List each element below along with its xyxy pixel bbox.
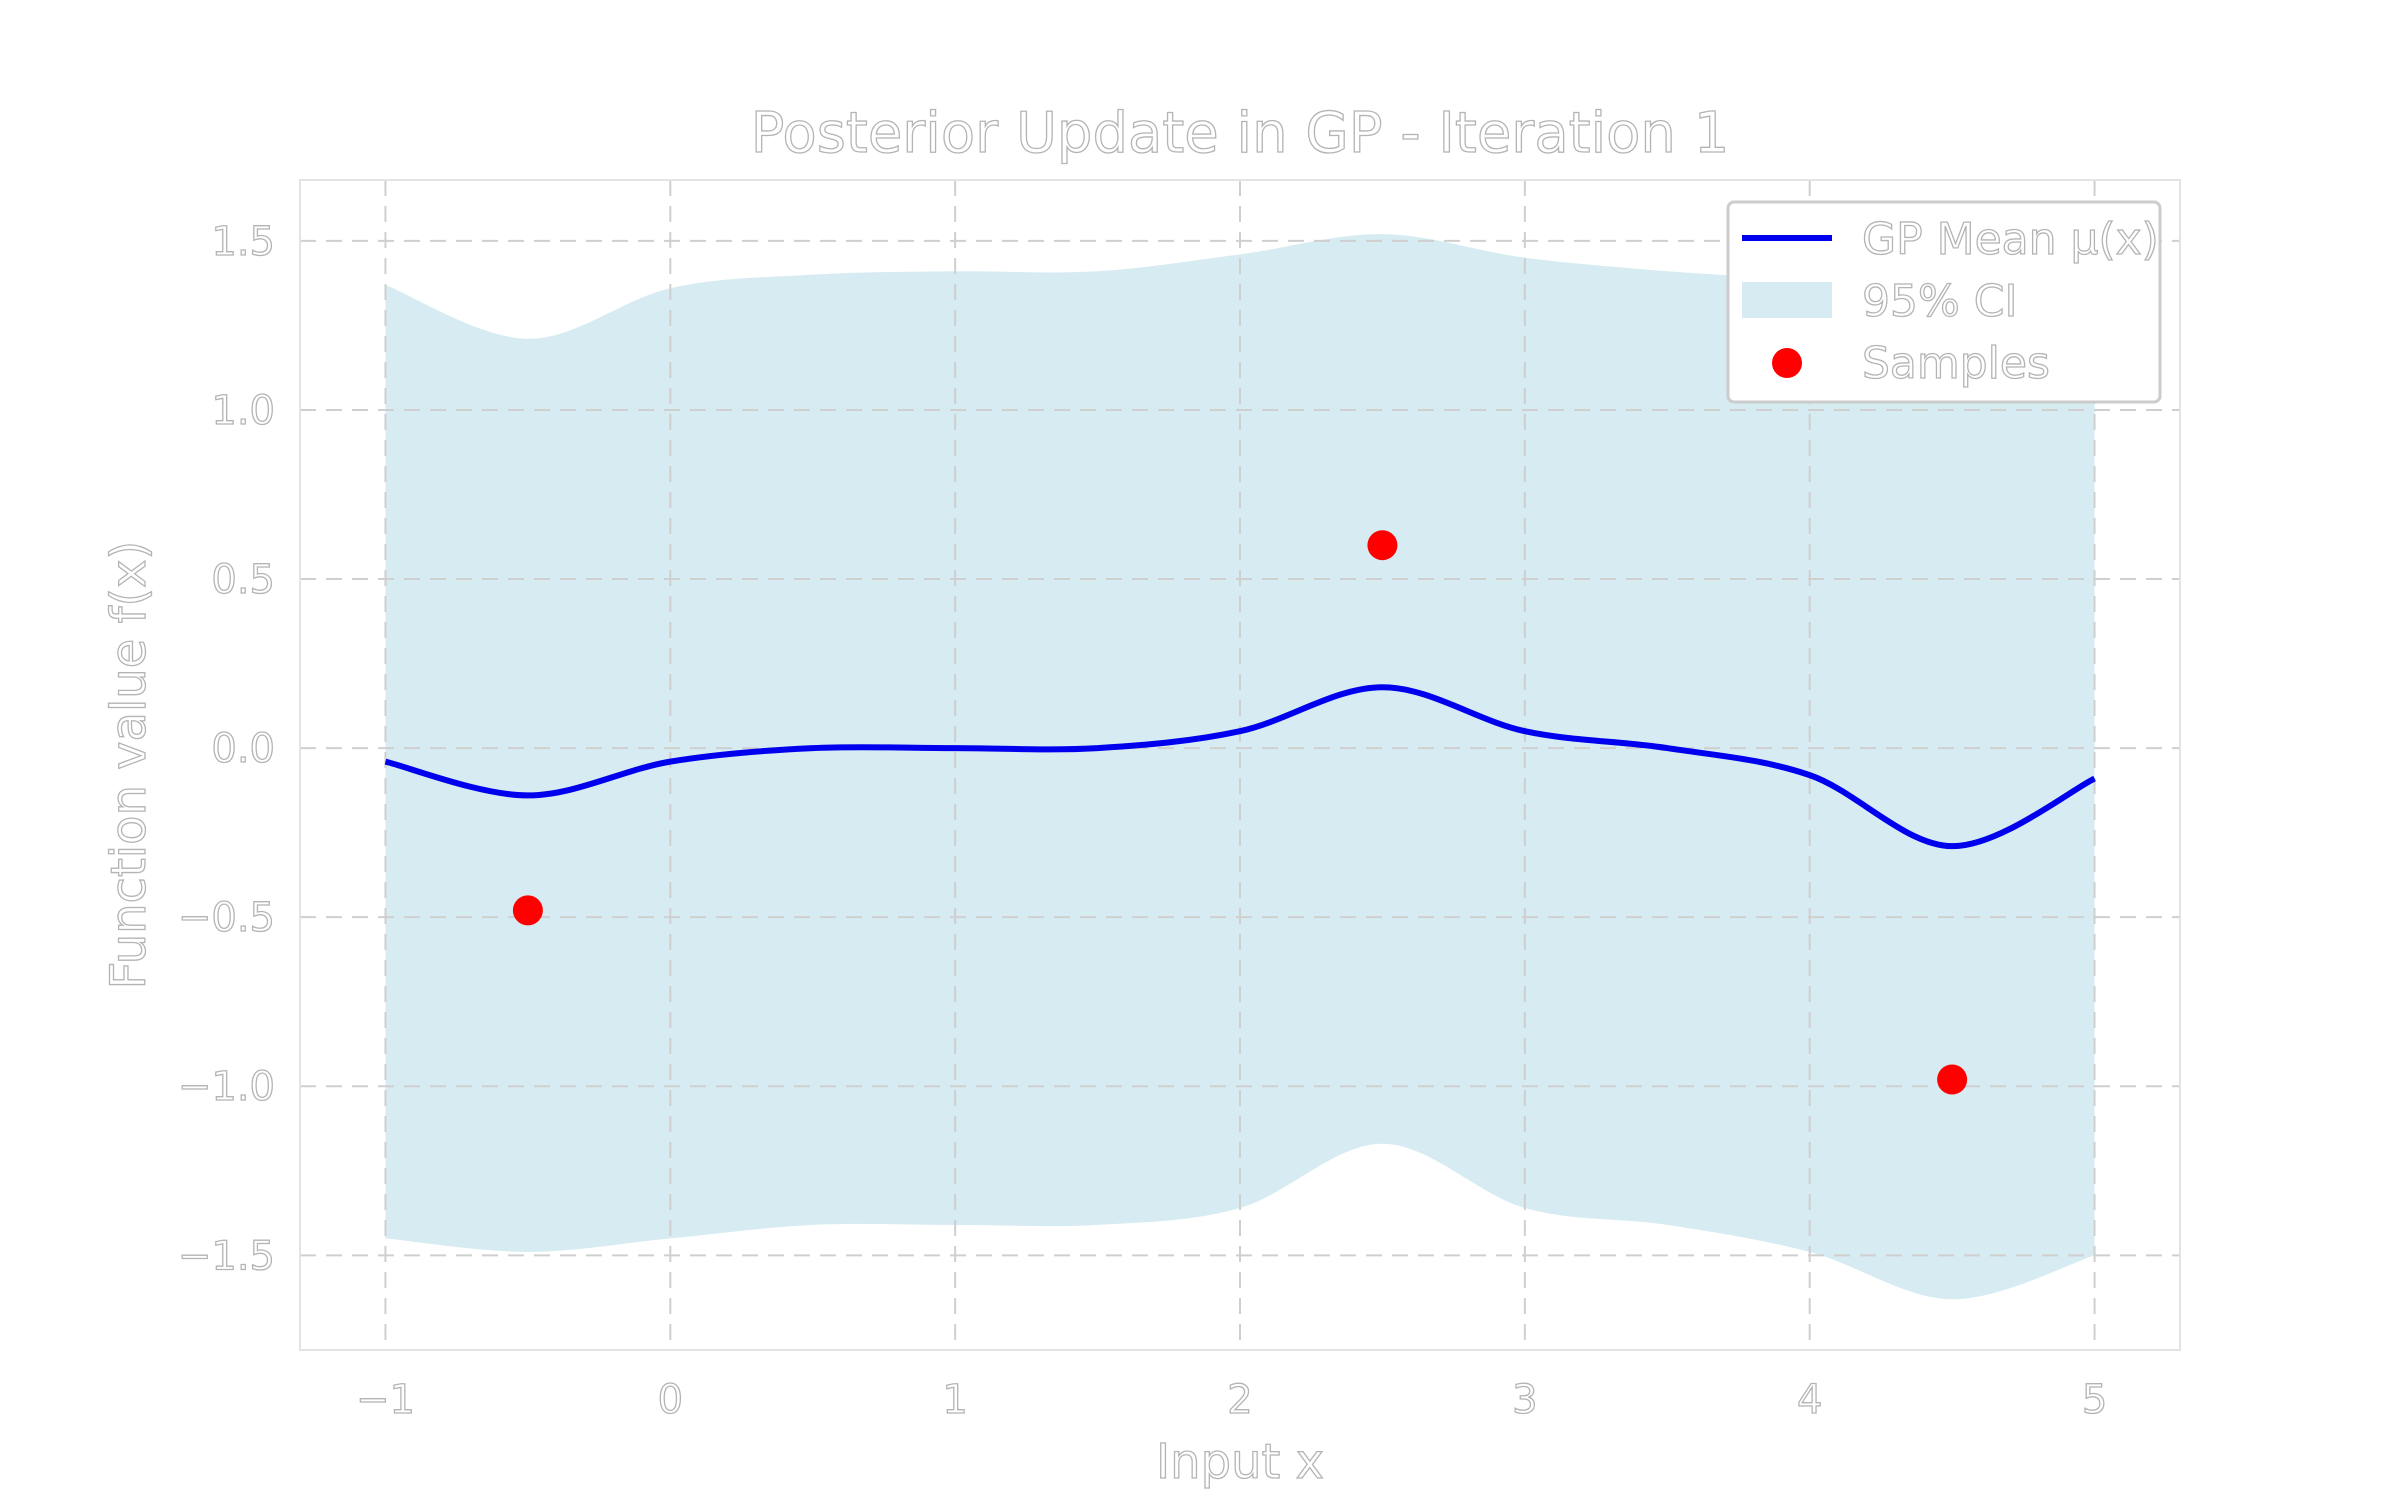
legend: GP Mean μ(x) 95% CI Samples xyxy=(1726,200,2162,404)
x-tick-labels: −1 0 1 2 3 4 5 xyxy=(355,1376,2108,1423)
legend-marker-swatch xyxy=(1772,348,1802,378)
y-tick-label: 1.5 xyxy=(211,219,275,265)
chart-title: Posterior Update in GP - Iteration 1 xyxy=(751,101,1730,166)
sample-point xyxy=(1367,530,1398,561)
sample-point xyxy=(1937,1064,1968,1095)
x-tick-label: 4 xyxy=(1797,1377,1822,1423)
x-tick-label: 3 xyxy=(1512,1377,1537,1423)
y-axis-label: Function value f(x) xyxy=(101,541,157,990)
plot-frame xyxy=(299,179,2181,1351)
gp-mean-line xyxy=(384,684,2096,850)
y-tick-label: 0.5 xyxy=(211,557,275,603)
x-tick-label: 1 xyxy=(942,1377,967,1423)
legend-label-mean: GP Mean μ(x) xyxy=(1862,214,2159,265)
x-tick-label: −1 xyxy=(356,1377,415,1423)
y-tick-labels: −1.5 −1.0 −0.5 0.0 0.5 1.0 1.5 xyxy=(177,218,275,1280)
x-tick-label: 2 xyxy=(1227,1377,1252,1423)
y-tick-label: −0.5 xyxy=(178,895,275,941)
y-tick-label: −1.5 xyxy=(178,1233,275,1279)
y-tick-label: 1.0 xyxy=(211,388,275,434)
legend-box xyxy=(1726,200,2162,404)
legend-label-samples: Samples xyxy=(1862,338,2050,389)
x-tick-label: 5 xyxy=(2082,1377,2107,1423)
y-tick-label: 0.0 xyxy=(211,726,275,772)
mean-line-layer xyxy=(384,684,2096,850)
sample-point xyxy=(512,895,543,926)
legend-label-ci: 95% CI xyxy=(1862,276,2017,327)
sample-points-layer xyxy=(512,530,1968,1095)
y-tick-label: −1.0 xyxy=(178,1064,275,1110)
legend-band-swatch xyxy=(1742,282,1832,318)
x-axis-label: Input x xyxy=(1156,1434,1324,1490)
x-tick-label: 0 xyxy=(658,1377,683,1423)
